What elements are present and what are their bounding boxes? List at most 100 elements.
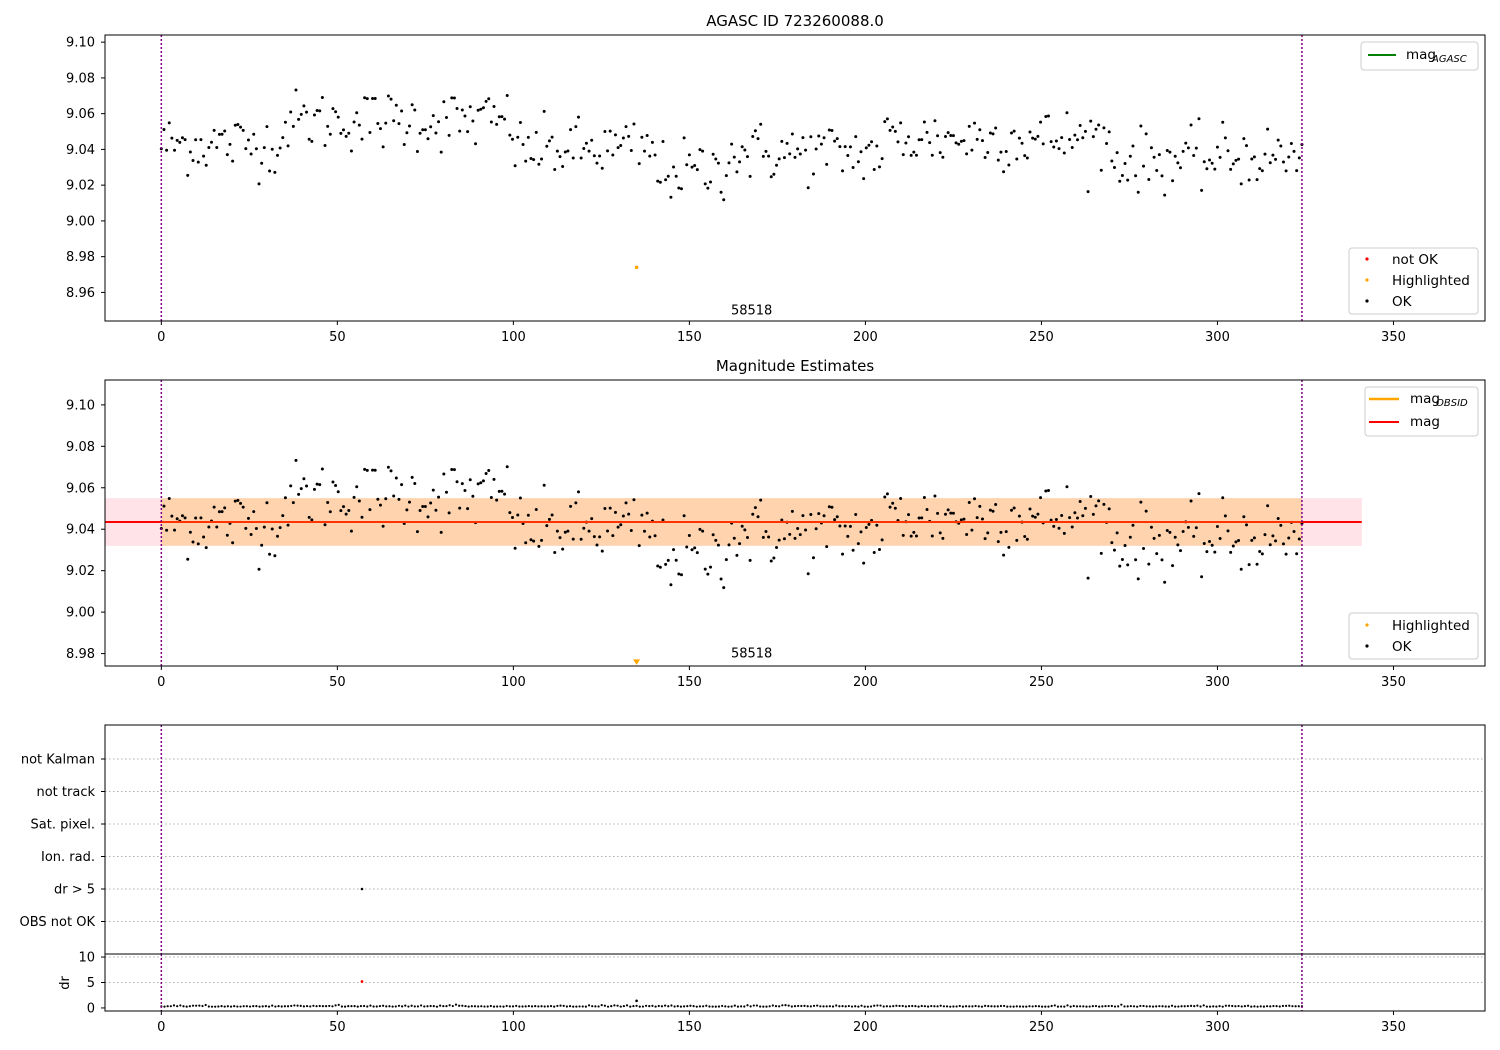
ok-point	[1197, 117, 1201, 121]
ok-point	[286, 523, 290, 527]
ok-point	[843, 145, 847, 149]
y-tick-label: 9.00	[66, 214, 95, 229]
ok-point	[896, 140, 900, 144]
ok-point	[392, 494, 396, 498]
dr-point	[397, 1004, 401, 1007]
ok-point	[917, 516, 921, 520]
ok-point	[1244, 144, 1248, 148]
ok-point	[336, 115, 340, 119]
ok-point	[848, 145, 852, 149]
dr-point	[673, 1005, 676, 1008]
ok-point	[579, 156, 583, 160]
ok-point	[455, 106, 459, 110]
ok-point	[650, 140, 654, 144]
ok-point	[735, 553, 739, 557]
ok-point	[941, 536, 945, 540]
agasc-axes-frame	[104, 34, 1486, 322]
ok-point	[862, 177, 866, 181]
ok-point	[777, 157, 781, 161]
dr-point	[420, 1004, 423, 1007]
ok-point	[500, 115, 504, 119]
dr-point	[553, 1005, 556, 1008]
ok-point	[1078, 499, 1082, 503]
dr-point	[223, 1005, 226, 1008]
dr-point	[464, 1004, 467, 1008]
ok-point	[170, 514, 174, 518]
ok-point	[846, 154, 850, 158]
ok-point	[1274, 157, 1278, 161]
ok-point	[640, 135, 644, 139]
ok-point	[613, 510, 617, 514]
dr-point	[315, 1005, 318, 1008]
ok-point	[957, 142, 961, 146]
ok-point	[1062, 531, 1066, 535]
dr-point	[1259, 1005, 1262, 1008]
ok-point	[941, 155, 945, 159]
ok-point	[534, 508, 538, 512]
ok-point	[1160, 558, 1164, 562]
dr-point	[803, 1004, 806, 1007]
dr-point	[515, 1004, 518, 1007]
dr-point	[831, 1005, 835, 1008]
ok-point	[1004, 150, 1008, 154]
dr-point	[1215, 1005, 1218, 1008]
ok-point	[880, 538, 884, 542]
dr-point	[435, 1005, 439, 1008]
ok-point	[978, 504, 982, 508]
ok-point	[400, 483, 404, 487]
ok-point	[648, 535, 652, 539]
dr-point	[1262, 1005, 1266, 1008]
ok-point	[1181, 529, 1185, 533]
ok-point	[188, 530, 192, 534]
ok-point	[867, 522, 871, 526]
ok-point	[386, 94, 390, 98]
ok-point	[1041, 142, 1045, 146]
dr-point	[993, 1005, 996, 1008]
ok-point	[283, 120, 287, 124]
ok-point	[875, 523, 879, 527]
ok-point	[1081, 514, 1085, 518]
dr-point	[1183, 1005, 1186, 1008]
ok-point	[936, 134, 940, 138]
dr-point	[366, 1005, 369, 1008]
ok-point	[1242, 137, 1246, 141]
dr-point	[717, 1005, 721, 1008]
dr-point	[695, 1005, 698, 1008]
dr-peak-point	[635, 999, 638, 1003]
dr-point	[923, 1005, 927, 1008]
ok-point	[888, 505, 892, 509]
ok-point	[566, 149, 570, 153]
ok-point	[648, 154, 652, 158]
ok-point	[606, 149, 610, 153]
dr-point	[942, 1005, 946, 1008]
dr-point	[195, 1004, 198, 1007]
ok-point	[709, 180, 713, 184]
ok-point	[450, 96, 454, 100]
dr-point	[1170, 1004, 1174, 1007]
ok-point	[1149, 146, 1153, 150]
ok-point	[753, 506, 757, 510]
dr-point	[540, 1005, 543, 1008]
ok-point	[510, 137, 514, 141]
ok-point	[637, 544, 641, 548]
ok-point	[677, 186, 681, 190]
ok-point	[231, 541, 235, 545]
ok-point	[1036, 512, 1040, 516]
ok-point	[529, 157, 533, 161]
ok-point	[764, 530, 768, 534]
dr-point	[1231, 1004, 1234, 1008]
agasc-marker-legend: not OK Highlighted OK	[1348, 247, 1479, 315]
ok-point	[1010, 508, 1014, 512]
dr-point	[562, 1004, 565, 1007]
ok-point	[476, 482, 480, 486]
ok-point	[1102, 126, 1106, 130]
ok-point	[1057, 526, 1061, 530]
ok-point	[838, 524, 842, 528]
ok-point	[305, 484, 309, 488]
dr-point	[724, 1005, 727, 1008]
ok-point	[1060, 136, 1064, 140]
ok-point	[1118, 564, 1122, 568]
dr-point	[207, 1005, 210, 1008]
ok-point	[220, 510, 224, 514]
dr-point	[743, 1005, 746, 1008]
